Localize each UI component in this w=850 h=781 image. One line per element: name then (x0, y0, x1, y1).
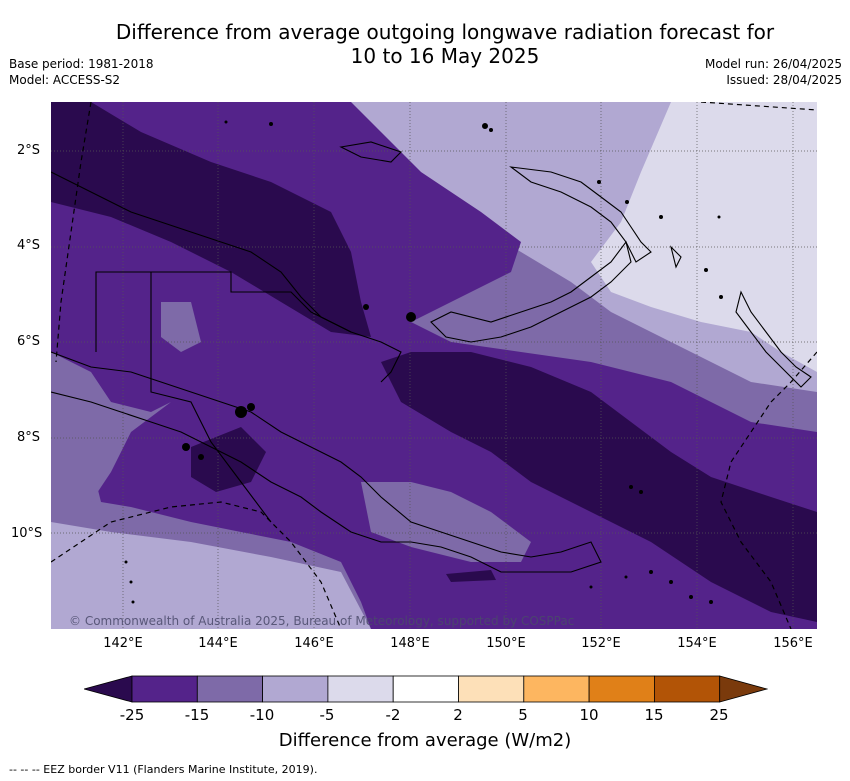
title-line-1: Difference from average outgoing longwav… (115, 20, 775, 44)
colorbar-seg-1 (131, 675, 198, 703)
lon-label-152e: 152°E (581, 636, 621, 651)
lat-label-4s: 4°S (17, 238, 41, 253)
anomaly-band-light-sw (51, 522, 371, 629)
lon-label-142e: 142°E (103, 636, 143, 651)
colorbar-seg-6 (458, 675, 525, 703)
colorbar-tick: -5 (319, 706, 335, 724)
colorbar-seg-5 (392, 675, 459, 703)
colorbar-tick: -10 (249, 706, 275, 724)
colorbar-seg-9 (654, 675, 721, 703)
islands (124, 120, 723, 604)
eez-footnote: -- -- -- EEZ border V11 (Flanders Marine… (9, 763, 318, 776)
colorbar-tick: -25 (119, 706, 145, 724)
title-line-2: 10 to 16 May 2025 (350, 44, 540, 68)
colorbar-seg-4 (327, 675, 394, 703)
colorbar-tick: 15 (644, 706, 664, 724)
colorbar-tick: -15 (184, 706, 210, 724)
model-name: Model: ACCESS-S2 (9, 73, 121, 87)
eez-borders (51, 102, 817, 629)
anomaly-band-darkest-nw (51, 102, 371, 337)
anomaly-band-mid-patch (161, 302, 201, 352)
map-area (51, 102, 817, 629)
colorbar-tick: 2 (453, 706, 463, 724)
lon-label-146e: 146°E (294, 636, 334, 651)
lon-label-148e: 148°E (390, 636, 430, 651)
issued-date: Issued: 28/04/2025 (726, 73, 842, 87)
lat-label-2s: 2°S (17, 143, 41, 158)
colorbar-extend-high (719, 675, 768, 703)
map-title: Difference from average outgoing longwav… (95, 20, 795, 68)
anomaly-band-darkest-e (381, 352, 817, 622)
anomaly-band-darkest-sliver (446, 570, 496, 582)
anomaly-band-lightest-ne (591, 102, 817, 372)
anomaly-band-mid-sw (51, 352, 171, 512)
anomaly-band-lightest-patch (651, 212, 701, 272)
colorbar (84, 675, 768, 703)
lat-label-10s: 10°S (11, 526, 43, 541)
colorbar-tick: -2 (385, 706, 401, 724)
meta-right: Model run: 26/04/2025 Issued: 28/04/2025 (705, 56, 842, 88)
coastlines (51, 141, 812, 573)
anomaly-map (51, 102, 817, 629)
colorbar-extend-low (84, 675, 133, 703)
graticule (51, 102, 817, 629)
lat-label-6s: 6°S (17, 334, 41, 349)
lat-label-8s: 8°S (17, 430, 41, 445)
colorbar-seg-3 (262, 675, 329, 703)
lon-label-156e: 156°E (773, 636, 813, 651)
lon-label-144e: 144°E (198, 636, 238, 651)
meta-left: Base period: 1981-2018 Model: ACCESS-S2 (9, 56, 154, 88)
model-run: Model run: 26/04/2025 (704, 57, 842, 71)
colorbar-tick: 10 (579, 706, 599, 724)
colorbar-seg-2 (196, 675, 264, 703)
colorbar-tick: 25 (709, 706, 729, 724)
lon-label-150e: 150°E (486, 636, 526, 651)
colorbar-seg-8 (588, 675, 655, 703)
colorbar-seg-7 (523, 675, 590, 703)
colorbar-tick: 5 (518, 706, 528, 724)
lon-label-154e: 154°E (677, 636, 717, 651)
colorbar-title: Difference from average (W/m2) (278, 730, 572, 751)
copyright-notice: © Commonwealth of Australia 2025, Bureau… (69, 614, 575, 628)
base-period: Base period: 1981-2018 (9, 57, 154, 71)
anomaly-band-darkest-patch (191, 427, 266, 492)
